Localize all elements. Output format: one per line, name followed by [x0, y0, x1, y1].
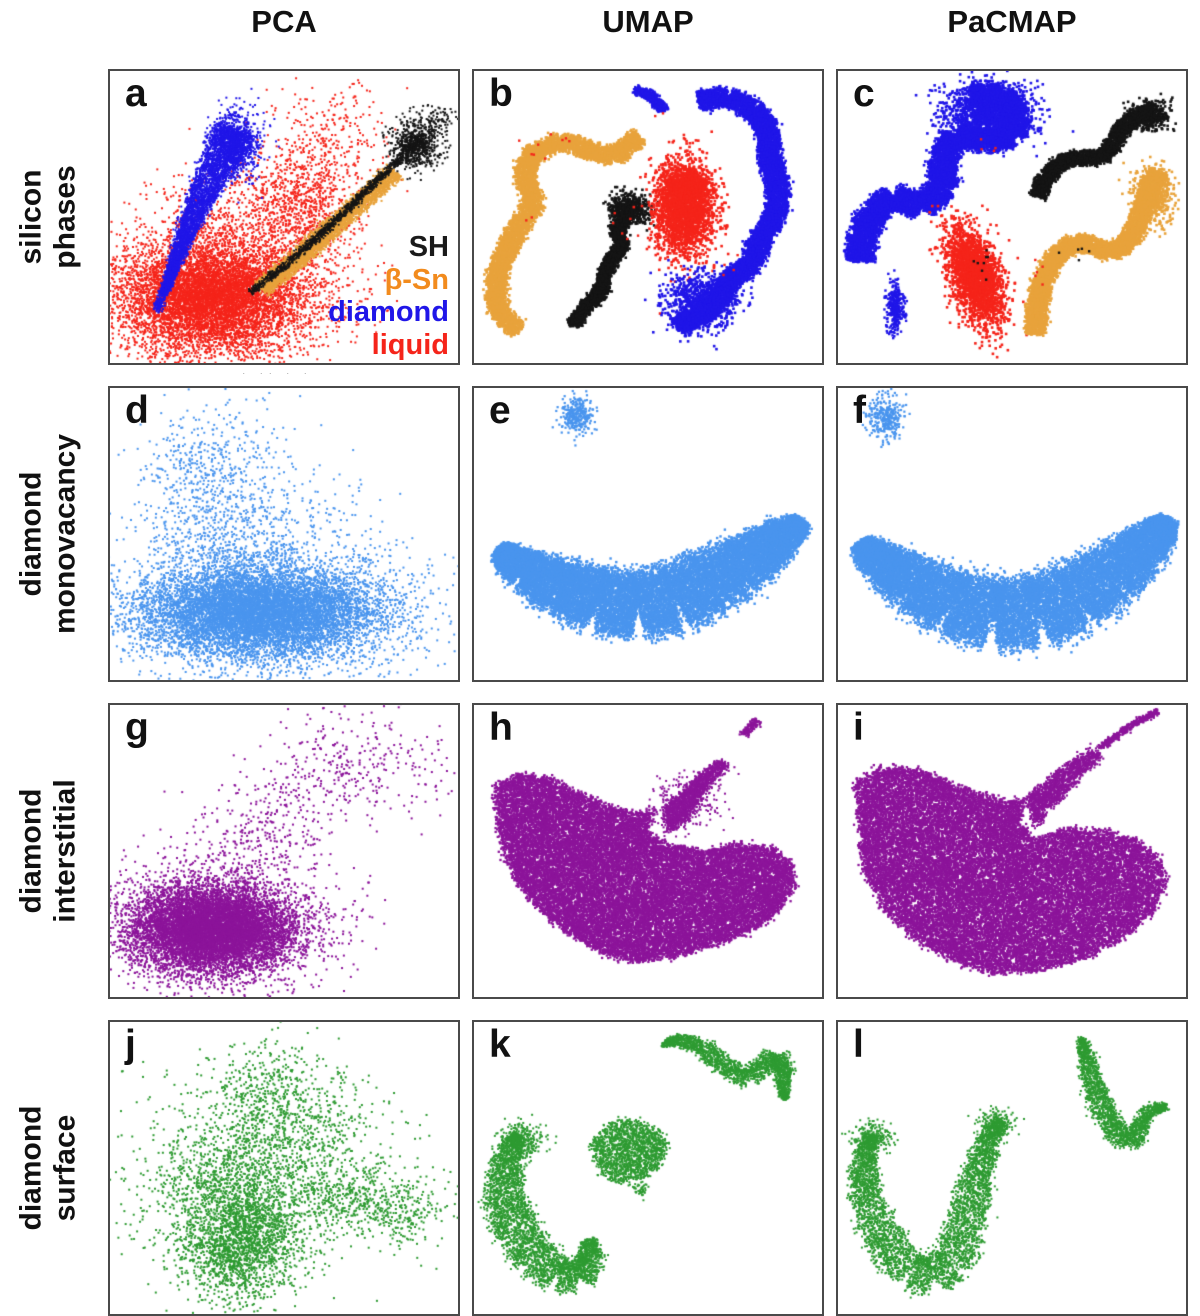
scatter-canvas-a — [110, 71, 458, 363]
row-label-line: phases — [48, 165, 81, 269]
panel-f-pacmap-diamond-monovacancy: f — [836, 386, 1188, 682]
scatter-canvas-g — [110, 705, 458, 997]
row-label-line: diamond — [14, 788, 48, 914]
panel-letter-d: d — [125, 389, 149, 432]
panel-l-pacmap-diamond-surface: l — [836, 1020, 1188, 1316]
panel-letter-a: a — [125, 72, 147, 115]
panel-letter-k: k — [489, 1023, 511, 1066]
row-label-silicon-phases: silicon phases — [0, 69, 96, 365]
row-label-diamond-surface: diamond surface — [0, 1020, 96, 1316]
scatter-canvas-f — [838, 388, 1186, 680]
column-header-umap: UMAP — [602, 4, 694, 39]
scatter-canvas-l — [838, 1022, 1186, 1314]
panel-i-pacmap-diamond-interstitial: i — [836, 703, 1188, 999]
panel-letter-j: j — [125, 1023, 136, 1066]
panel-letter-h: h — [489, 706, 513, 749]
panel-letter-g: g — [125, 706, 149, 749]
legend-entry-liquid: liquid — [371, 329, 449, 362]
scatter-canvas-d — [110, 388, 458, 680]
row-label-line: silicon — [14, 169, 48, 265]
scatter-canvas-h — [474, 705, 822, 997]
cropped-tick-artifact: · ·· · · — [242, 368, 313, 378]
row-label-line: monovacancy — [48, 433, 81, 635]
row-label-line: interstitial — [48, 779, 81, 923]
row-label-line: diamond — [14, 1105, 48, 1231]
row-label-diamond-interstitial: diamond interstitial — [0, 703, 96, 999]
column-header-pacmap: PaCMAP — [947, 4, 1077, 39]
panel-k-umap-diamond-surface: k — [472, 1020, 824, 1316]
legend-entry-diamond: diamond — [328, 296, 449, 329]
column-header-pca: PCA — [251, 4, 317, 39]
panel-letter-b: b — [489, 72, 513, 115]
scatter-canvas-k — [474, 1022, 822, 1314]
corner-spacer — [0, 4, 96, 48]
panel-c-pacmap-silicon-phases: c — [836, 69, 1188, 365]
scatter-canvas-e — [474, 388, 822, 680]
phase-legend: SH β-Sn diamond liquid — [328, 231, 449, 362]
legend-entry-sh: SH — [408, 230, 449, 263]
panel-letter-l: l — [853, 1023, 864, 1066]
scatter-canvas-i — [838, 705, 1186, 997]
panel-d-pca-diamond-monovacancy: d — [108, 386, 460, 682]
legend-entry-beta-sn: β-Sn — [384, 263, 449, 296]
scatter-canvas-j — [110, 1022, 458, 1314]
panel-letter-e: e — [489, 389, 511, 432]
panel-letter-i: i — [853, 706, 864, 749]
panel-b-umap-silicon-phases: b — [472, 69, 824, 365]
panel-a-pca-silicon-phases: a SH β-Sn diamond liquid · ·· · · — [108, 69, 460, 378]
panel-letter-c: c — [853, 72, 875, 115]
row-label-diamond-monovacancy: diamond monovacancy — [0, 386, 96, 682]
row-label-line: surface — [48, 1114, 81, 1222]
panel-letter-f: f — [853, 389, 866, 432]
row-label-line: diamond — [14, 471, 48, 597]
panel-e-umap-diamond-monovacancy: e — [472, 386, 824, 682]
panel-j-pca-diamond-surface: j — [108, 1020, 460, 1316]
panel-g-pca-diamond-interstitial: g — [108, 703, 460, 999]
scatter-canvas-c — [838, 71, 1186, 363]
scatter-canvas-b — [474, 71, 822, 363]
panel-h-umap-diamond-interstitial: h — [472, 703, 824, 999]
